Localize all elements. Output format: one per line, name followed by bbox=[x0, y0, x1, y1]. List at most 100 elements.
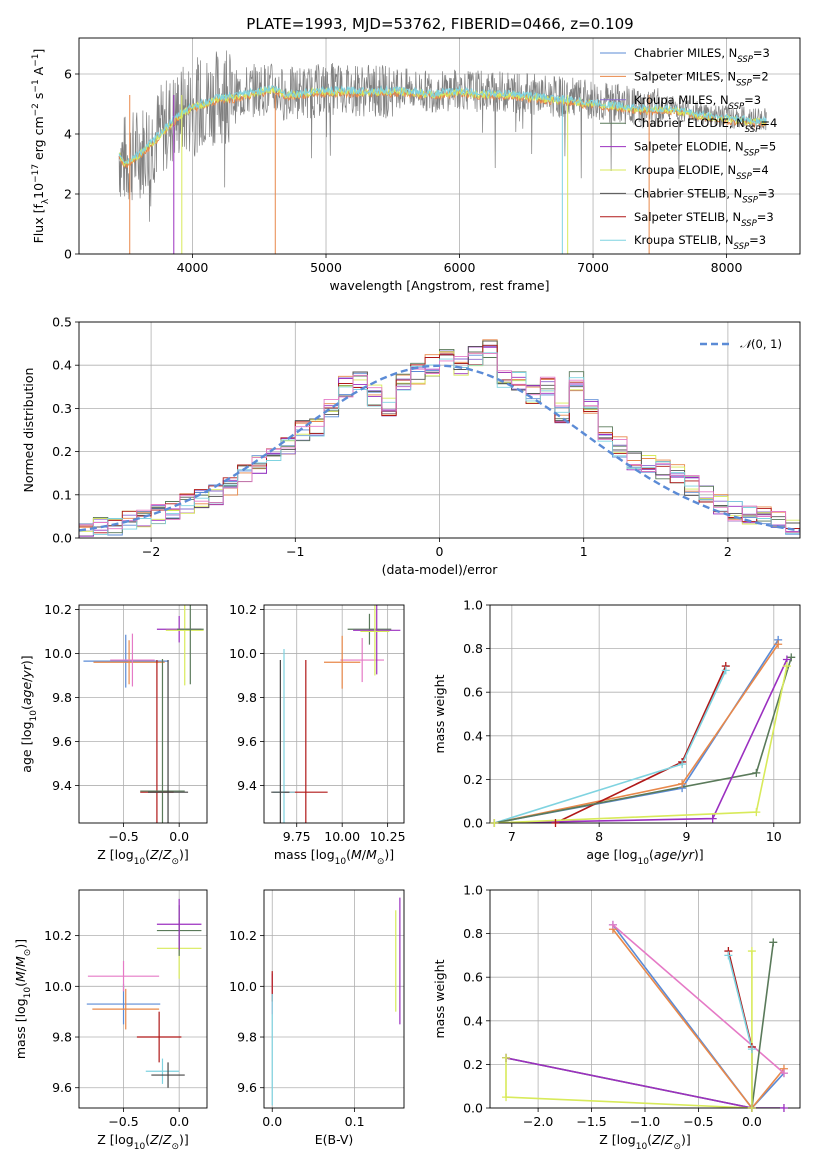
y-axis-label-part: erg cm bbox=[31, 116, 46, 164]
y-tick-label: 0.2 bbox=[463, 772, 483, 787]
y-axis-label-part: ] bbox=[31, 49, 46, 54]
x-axis-label-part: / bbox=[159, 847, 164, 862]
plot-area bbox=[79, 339, 800, 538]
grid bbox=[490, 889, 800, 1109]
weight-series-line bbox=[494, 657, 793, 823]
x-tick-label: 0.0 bbox=[262, 1114, 282, 1129]
y-tick-label: 0.6 bbox=[463, 970, 483, 985]
x-axis-label: Z [log10(Z/Z⊙)] bbox=[97, 1132, 189, 1152]
histogram-step bbox=[79, 352, 800, 538]
x-tick-label: 0.0 bbox=[169, 1114, 189, 1129]
weight-marker bbox=[502, 1093, 511, 1102]
legend-label: Salpeter ELODIE, NSSP=5 bbox=[634, 140, 776, 159]
grid bbox=[264, 605, 404, 823]
y-axis-label-part: age [log bbox=[19, 721, 34, 772]
model-spectrum-line bbox=[118, 86, 767, 167]
y-axis-label-part: mass weight bbox=[432, 674, 447, 753]
legend-label-sub: SSP bbox=[741, 219, 757, 229]
y-tick-label: 10.2 bbox=[44, 928, 72, 943]
y-tick-label: 10.2 bbox=[229, 928, 257, 943]
legend-label-text: Kroupa STELIB, N bbox=[634, 233, 734, 247]
y-axis-label-part: )] bbox=[19, 655, 34, 665]
weight-marker bbox=[502, 1053, 511, 1062]
y-axis-label-part: )] bbox=[13, 939, 28, 949]
gaussian-curve bbox=[79, 364, 800, 532]
legend-label: Kroupa MILES, NSSP=3 bbox=[634, 93, 761, 112]
weight-marker bbox=[490, 819, 499, 827]
x-axis-label-part: ( bbox=[145, 847, 150, 862]
weight-marker bbox=[774, 640, 783, 649]
y-tick-label: 6 bbox=[64, 67, 72, 82]
x-tick-label: −0.5 bbox=[683, 1114, 713, 1129]
weight-series-line bbox=[494, 665, 788, 823]
legend-label-text: Kroupa ELODIE, N bbox=[634, 163, 736, 177]
chart-weight_vs_Z: −2.0 −1.5 −1.0 −0.5 0.0 0.0 0.2 0.4 0.6 0.8 1.0 Z [… bbox=[432, 883, 801, 1152]
y-tick-label: 0.2 bbox=[52, 444, 72, 459]
y-axis-label: mass weight bbox=[432, 959, 447, 1038]
legend-label-suffix: =4 bbox=[752, 163, 769, 177]
x-axis-label: age [log10(age/yr)] bbox=[586, 847, 703, 867]
weight-marker bbox=[782, 662, 791, 671]
legend-label-sub: SSP bbox=[736, 78, 752, 88]
plot-area bbox=[494, 639, 793, 823]
y-tick-label: 9.6 bbox=[52, 1080, 72, 1095]
weight-marker bbox=[769, 938, 778, 947]
y-axis-label-part: yr bbox=[19, 664, 34, 678]
chart-age_vs_Z: −0.5 0.09.49.69.810.010.2Z [log10(Z/Z⊙)]a… bbox=[19, 602, 208, 867]
legend-label-text: Chabrier STELIB, N bbox=[634, 186, 742, 200]
legend-label: Chabrier MILES, NSSP=3 bbox=[634, 46, 770, 65]
y-tick-label: 9.8 bbox=[237, 1030, 257, 1045]
axes-frame bbox=[78, 321, 801, 539]
x-axis-label: wavelength [Angstrom, rest frame] bbox=[329, 278, 549, 293]
legend-label-sub: SSP bbox=[734, 242, 750, 252]
figure-title: PLATE=1993, MJD=53762, FIBERID=0466, z=0… bbox=[246, 15, 633, 33]
x-axis-label-part: (data-model)/error bbox=[382, 562, 499, 577]
x-tick-label: 0.0 bbox=[742, 1114, 762, 1129]
y-tick-label: 9.6 bbox=[237, 1080, 257, 1095]
x-axis-label-part: Z bbox=[162, 847, 172, 862]
plot-area bbox=[271, 897, 401, 1106]
plot-area bbox=[83, 605, 204, 823]
x-axis-label-part: Z [log bbox=[97, 847, 133, 862]
weight-marker bbox=[724, 951, 733, 960]
y-axis-label-part: / bbox=[13, 966, 28, 971]
legend-label-sub: SSP bbox=[744, 149, 760, 159]
weight-series-line bbox=[505, 1057, 784, 1108]
y-tick-label: 0.6 bbox=[463, 685, 483, 700]
x-axis-label: mass [log10(M/M⊙)] bbox=[274, 847, 394, 867]
x-tick-label: 10.00 bbox=[324, 829, 360, 844]
legend-label-suffix: =2 bbox=[752, 69, 769, 83]
y-tick-label: 0.5 bbox=[52, 315, 72, 330]
x-axis-label-part: yr bbox=[680, 847, 694, 862]
y-axis-label-part: −1 bbox=[31, 54, 41, 67]
x-tick-label: −1.5 bbox=[576, 1114, 606, 1129]
y-tick-label: 0.4 bbox=[463, 1013, 483, 1028]
axes-frame bbox=[263, 604, 405, 824]
weight-marker bbox=[708, 814, 717, 823]
axes-frame bbox=[263, 889, 405, 1109]
y-axis-label: age [log10(age/yr)] bbox=[19, 655, 39, 772]
legend-label-suffix: =3 bbox=[758, 186, 775, 200]
grid bbox=[490, 604, 800, 824]
x-axis-label-part: Z [log bbox=[599, 1132, 635, 1147]
x-axis-label-part: wavelength [Angstrom, rest frame] bbox=[329, 278, 549, 293]
y-axis-label-part: mass weight bbox=[432, 959, 447, 1038]
x-tick-label: −0.5 bbox=[108, 829, 138, 844]
weight-marker bbox=[787, 653, 796, 662]
y-tick-label: 9.8 bbox=[237, 690, 257, 705]
axes-frame bbox=[489, 604, 801, 824]
weight-marker bbox=[747, 947, 756, 956]
x-tick-label: 0 bbox=[436, 544, 444, 559]
x-tick-label: 2 bbox=[724, 544, 732, 559]
x-axis-label: Z [log10(Z/Z⊙)] bbox=[599, 1132, 691, 1152]
x-tick-label: 1 bbox=[580, 544, 588, 559]
legend-label: Chabrier ELODIE, NSSP=4 bbox=[634, 116, 777, 135]
y-tick-label: 10.2 bbox=[44, 602, 72, 617]
x-axis-label-part: / bbox=[677, 847, 682, 862]
legend-label-sub: SSP bbox=[729, 102, 745, 112]
y-tick-label: 1.0 bbox=[463, 883, 483, 898]
x-axis-label-part: Z [log bbox=[97, 1132, 133, 1147]
y-axis-label-part: ( bbox=[13, 982, 28, 987]
